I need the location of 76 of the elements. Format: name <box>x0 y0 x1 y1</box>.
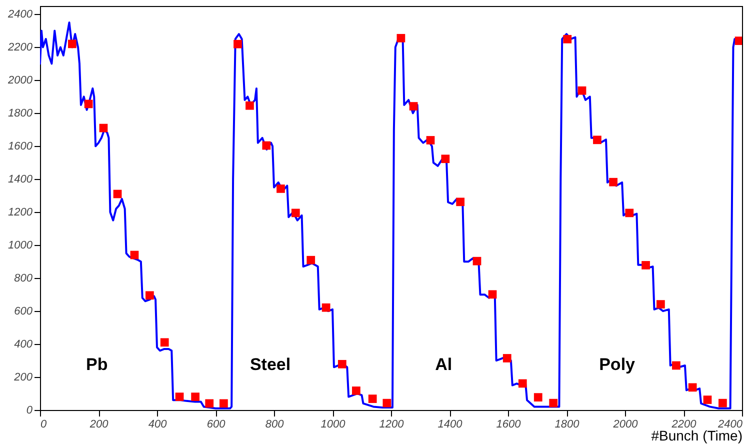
point <box>68 40 76 48</box>
point <box>220 399 228 408</box>
point <box>441 154 450 164</box>
point <box>396 34 406 42</box>
y-tick-label: 1600 <box>8 140 34 153</box>
point <box>291 208 300 218</box>
x-tick-label: 1600 <box>496 418 522 430</box>
point <box>518 379 527 388</box>
point <box>338 360 346 368</box>
x-tick-label: 1000 <box>320 418 346 430</box>
x-tick-label: 1400 <box>438 418 464 430</box>
x-tick-label: 2400 <box>717 418 744 430</box>
point <box>175 392 184 401</box>
annotation: Poly <box>599 355 636 374</box>
point <box>734 36 742 45</box>
y-tick-label: 2400 <box>7 8 34 21</box>
x-tick-label: 800 <box>265 418 285 430</box>
x-tick-label: 2000 <box>612 418 639 430</box>
y-tick-label: 2000 <box>7 74 34 87</box>
point <box>246 101 254 110</box>
point <box>352 386 360 395</box>
point <box>502 354 512 362</box>
x-tick-label: 200 <box>88 418 110 430</box>
y-tick-label: 1000 <box>8 240 34 252</box>
point <box>534 393 542 402</box>
point <box>160 338 169 347</box>
point <box>130 250 139 260</box>
x-tick-label: 1800 <box>554 418 580 430</box>
point <box>563 34 572 44</box>
point <box>234 40 242 48</box>
point <box>656 300 665 308</box>
x-tick-label: 0 <box>40 418 48 430</box>
point <box>322 303 330 312</box>
y-tick-label: 1800 <box>8 108 34 120</box>
point <box>426 136 435 144</box>
y-tick-label: 1400 <box>8 174 34 186</box>
point <box>409 102 418 110</box>
x-tick-label: 400 <box>148 418 168 430</box>
point <box>84 100 93 108</box>
y-tick-label: 2200 <box>7 42 34 54</box>
point <box>549 398 558 408</box>
x-tick-label: 1200 <box>379 418 405 430</box>
point <box>609 178 618 186</box>
y-tick-label: 1200 <box>8 206 34 219</box>
point <box>718 398 727 408</box>
point <box>488 290 497 299</box>
point <box>205 399 214 408</box>
point <box>146 291 154 300</box>
point <box>578 86 586 95</box>
point <box>642 261 650 270</box>
point <box>382 398 392 408</box>
point <box>276 184 285 193</box>
y-tick-label: 200 <box>13 372 34 384</box>
y-tick-label: 400 <box>14 338 34 351</box>
point <box>113 190 122 198</box>
point <box>672 361 680 370</box>
x-tick-label: 600 <box>206 418 226 430</box>
annotation: Pb <box>86 355 108 374</box>
x-tick-label: 2200 <box>670 418 698 430</box>
point <box>368 394 377 403</box>
point <box>99 124 108 132</box>
annotation: Al <box>435 355 452 374</box>
point <box>688 383 697 392</box>
point <box>703 396 712 404</box>
y-tick-label: 0 <box>26 404 34 416</box>
point <box>191 392 200 401</box>
point <box>625 208 634 218</box>
y-tick-label: 800 <box>14 272 34 285</box>
y-tick-label: 600 <box>14 306 34 318</box>
point <box>456 198 465 206</box>
point <box>593 136 602 144</box>
point <box>262 141 271 150</box>
point <box>472 256 482 266</box>
x-axis-title: #Bunch (Time) <box>651 428 742 444</box>
point <box>306 256 316 264</box>
annotation: Steel <box>250 355 291 374</box>
